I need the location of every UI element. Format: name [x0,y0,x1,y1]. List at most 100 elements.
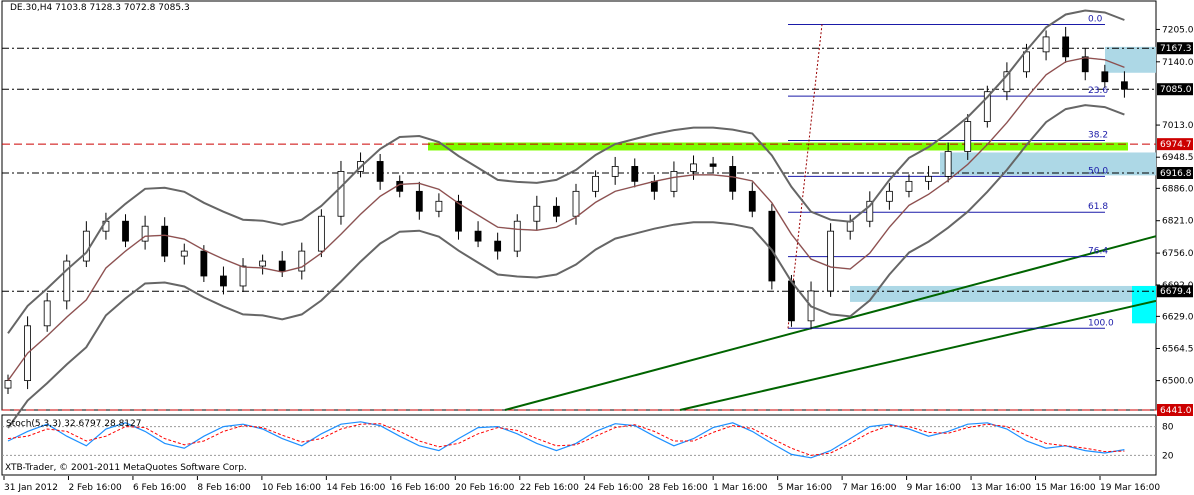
time-tick-label: 10 Feb 16:00 [262,483,321,493]
candle-body [220,275,227,287]
candle-body [63,260,71,302]
time-tick-label: 1 Mar 16:00 [713,483,768,493]
bollinger-middle-band [7,57,1125,382]
price-tick-label: 7205.0 [1162,25,1194,35]
fib-level-label: 23.6 [1088,86,1108,96]
candle-body [239,265,247,287]
candle-body [4,380,12,389]
stoch-main-line [7,421,1125,459]
candle-body [592,175,599,192]
candle-body [474,230,482,242]
time-tick-label: 13 Mar 16:00 [971,483,1031,493]
copyright-text: XTB-Trader, © 2001-2011 MetaQuotes Softw… [5,463,247,473]
price-tag-bg [1157,404,1193,416]
fib-level-label: 76.4 [1088,247,1108,257]
candle-body [905,180,913,192]
time-tick-label: 20 Feb 16:00 [455,483,514,493]
bollinger-lower-band [7,104,1125,429]
candle-body [1023,51,1030,73]
candle-body [866,200,874,222]
price-tick-label: 6821.0 [1162,217,1194,227]
candle-body [925,175,932,182]
candle-body [278,260,286,272]
time-tick-label: 7 Mar 16:00 [842,483,897,493]
price-tick-label: 6629.0 [1162,312,1194,322]
candle-body [964,121,972,152]
support-zone-blue [850,285,1156,302]
stoch-signal-line [7,423,1125,456]
fib-level-label: 100.0 [1088,318,1114,328]
candle-body [1003,71,1011,93]
fib-level-label: 50.0 [1088,166,1108,176]
time-tick-label: 2 Feb 16:00 [68,483,122,493]
fib-level-label: 61.8 [1088,202,1108,212]
stoch-level-label: 20 [1162,451,1174,461]
price-tick-label: 6500.0 [1162,377,1194,387]
candle-body [259,260,267,267]
price-tick-label: 7013.0 [1162,121,1194,131]
price-tick-label: 7140.0 [1162,58,1194,68]
price-tag-label: 6974.7 [1160,140,1192,150]
time-tick-label: 24 Feb 16:00 [584,483,643,493]
candle-body [82,230,90,262]
candle-body [494,240,502,252]
candle-body [885,190,893,202]
candle-body [415,190,423,212]
price-tick-label: 6948.5 [1162,153,1194,163]
candle-body [513,220,521,252]
price-tag-label: 7085.0 [1160,85,1192,95]
candle-body [43,300,51,327]
time-tick-label: 31 Jan 2012 [4,483,58,493]
time-tick-label: 5 Mar 16:00 [778,483,833,493]
time-tick-label: 6 Feb 16:00 [133,483,187,493]
candle-body [670,170,678,192]
candle-body [1081,56,1089,73]
fib-level-label: 38.2 [1088,131,1108,141]
candle-body [455,200,462,232]
candle-body [337,170,345,217]
candle-body [729,166,737,192]
bollinger-upper-band [7,9,1125,334]
stoch-level-label: 80 [1162,423,1174,433]
candle-body [533,205,541,222]
time-tick-label: 14 Feb 16:00 [326,483,385,493]
price-tick-label: 6564.5 [1162,344,1194,354]
candle-body [376,161,384,182]
candle-body [1042,36,1050,53]
candle-body [572,190,580,217]
support-zone-green [428,142,1128,151]
candle-body [553,205,560,217]
candle-body [983,91,991,122]
candle-body [768,210,776,282]
time-tick-label: 22 Feb 16:00 [520,483,579,493]
candle-body [161,225,169,257]
price-tag-bg [1157,83,1193,96]
price-tag-bg [1157,42,1193,55]
candle-body [611,166,619,177]
price-tag-bg [1157,138,1193,151]
candle-body [944,151,952,177]
candle-body [180,250,188,257]
symbol-header: DE.30,H4 7103.8 7128.3 7072.8 7085.3 [10,3,190,13]
time-tick-label: 16 Feb 16:00 [391,483,450,493]
candle-body [1121,81,1128,90]
candle-body [709,163,717,167]
price-tag-bg [1157,285,1193,298]
candle-body [748,190,756,212]
candle-body [690,163,697,172]
candle-body [1062,36,1070,58]
candle-body [122,220,129,242]
candle-body [200,250,208,277]
resistance-zone-blue-2 [1105,46,1156,73]
candle-body [435,200,443,212]
price-tag-label: 6441.0 [1160,406,1192,416]
stoch-header: Stoch(5,3,3) 32.6797 28.8127 [6,419,142,429]
candle-body [827,230,835,292]
candle-body [141,225,149,242]
price-tag-label: 6679.4 [1160,287,1192,297]
fib-trend-line [787,24,823,329]
time-tick-label: 8 Feb 16:00 [197,483,251,493]
price-tick-label: 6756.0 [1162,249,1194,259]
